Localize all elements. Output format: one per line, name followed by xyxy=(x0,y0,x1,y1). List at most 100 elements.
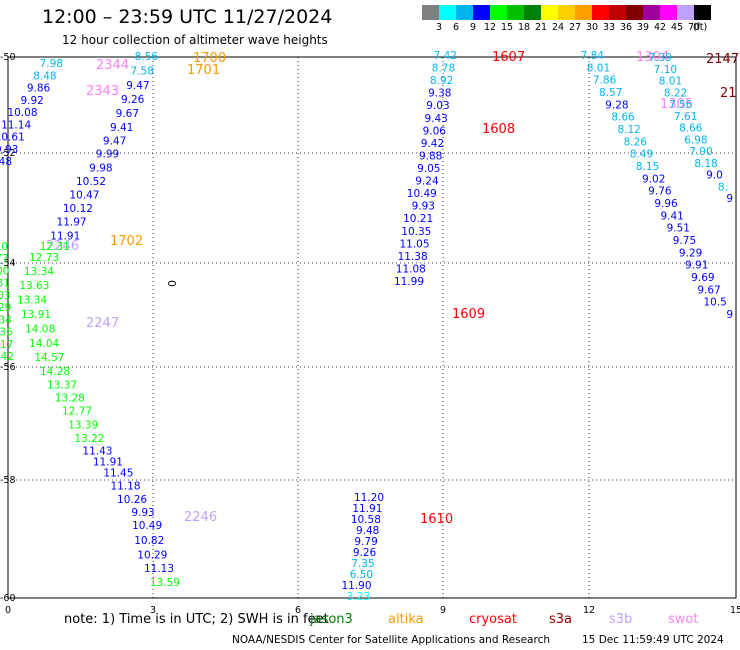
x-tick-label: 15 xyxy=(730,605,740,616)
wave-height-point: 14.34 xyxy=(0,314,12,326)
legend-tick-label: 18 xyxy=(517,22,531,33)
wave-height-point: 7.84 xyxy=(581,50,605,62)
wave-height-point: 8.92 xyxy=(430,75,453,87)
wave-height-point: 9.93 xyxy=(0,144,18,156)
wave-height-point: 14.29 xyxy=(0,302,11,314)
wave-height-point: 8.78 xyxy=(432,63,455,75)
x-tick-label: 9 xyxy=(440,605,446,616)
wave-height-point: 13.34 xyxy=(17,295,47,307)
wave-height-point: 10.52 xyxy=(76,176,106,188)
wave-height-point: 3.23 xyxy=(347,591,370,603)
wave-height-point: 10.08 xyxy=(7,107,37,119)
wave-height-point: 9.28 xyxy=(605,99,628,111)
x-tick-label: 3 xyxy=(150,605,156,616)
legend-swatch xyxy=(456,5,473,20)
legend-swatch xyxy=(677,5,694,20)
wave-height-point: 9.96 xyxy=(654,198,678,210)
legend-tick-label: 15 xyxy=(500,22,514,33)
wave-height-point: 8.66 xyxy=(679,123,703,135)
wave-height-point: 13.59 xyxy=(150,577,180,589)
wave-height-point: 9.98 xyxy=(89,162,112,174)
page-subtitle: 12 hour collection of altimeter wave hei… xyxy=(62,33,328,47)
legend-ticks: 3 6 9 12 15 18 21 24 27 30 33 36 39 42 45 70 (ft) xyxy=(422,20,711,34)
wave-height-point: 13.34 xyxy=(24,266,54,278)
wave-height-point: 9 xyxy=(726,309,733,321)
wave-height-point: 12.77 xyxy=(0,253,9,265)
satellite-label-altika: altika xyxy=(388,612,424,627)
wave-height-point: 13.63 xyxy=(19,280,49,292)
wave-height-point: 13.91 xyxy=(21,309,51,321)
track-label: 1305 xyxy=(660,97,693,112)
wave-height-point: 10.49 xyxy=(132,520,162,532)
wave-height-point: 8.18 xyxy=(694,158,717,170)
legend-swatch xyxy=(439,5,456,20)
wave-height-point: 7.56 xyxy=(669,99,693,111)
wave-height-point: 10.47 xyxy=(69,189,99,201)
track-label: 1609 xyxy=(452,307,485,322)
wave-height-point: 9.88 xyxy=(419,150,442,162)
legend-tick-label: 30 xyxy=(585,22,599,33)
track-label: 2247 xyxy=(86,316,119,331)
footer-credit: NOAA/NESDIS Center for Satellite Applica… xyxy=(232,634,550,646)
legend-swatch xyxy=(507,5,524,20)
legend-swatch xyxy=(609,5,626,20)
wave-height-point: 14.31 xyxy=(0,278,10,290)
wave-height-point: 11.05 xyxy=(399,238,429,250)
legend-tick-label: 36 xyxy=(619,22,633,33)
track-label: 2344 xyxy=(96,58,129,73)
wave-height-point: 8.56 xyxy=(135,51,159,63)
wave-height-point: 11.14 xyxy=(1,119,31,131)
wave-height-point: 9.79 xyxy=(354,536,377,548)
wave-height-point: 11.99 xyxy=(394,276,424,288)
satellite-label-swot: swot xyxy=(668,612,699,627)
wave-height-point: 9.26 xyxy=(121,94,145,106)
wave-height-point: 9.67 xyxy=(116,108,139,120)
wave-height-point: 10.48 xyxy=(0,156,12,168)
wave-height-point: 14.57 xyxy=(34,352,64,364)
wave-height-point: 9 xyxy=(726,193,733,205)
wave-height-point: 8.01 xyxy=(587,62,610,74)
wave-height-point: 9.38 xyxy=(428,88,451,100)
wave-height-point: 9.41 xyxy=(660,210,683,222)
wave-height-point: 9.02 xyxy=(642,173,665,185)
legend-tick-label: 42 xyxy=(653,22,667,33)
wave-height-point: 11.13 xyxy=(144,563,174,575)
legend-tick-label: 9 xyxy=(469,22,477,33)
wave-height-point: 9.0 xyxy=(706,170,723,182)
legend-tick-label: 21 xyxy=(534,22,548,33)
wave-height-point: 6.50 xyxy=(350,569,373,581)
wave-height-point: 11.18 xyxy=(110,481,140,493)
wave-height-point: 9.93 xyxy=(131,507,154,519)
legend-swatch xyxy=(575,5,592,20)
contour-label: 0 xyxy=(165,280,178,287)
wave-height-point: 9.91 xyxy=(685,260,708,272)
legend-swatch xyxy=(524,5,541,20)
wave-height-point: 8.15 xyxy=(636,161,659,173)
wave-height-point: 9.24 xyxy=(415,176,439,188)
wave-height-point: 11.43 xyxy=(82,446,112,458)
wave-height-point: 9.86 xyxy=(27,83,51,95)
wave-height-point: 9.67 xyxy=(697,284,720,296)
legend-tick-label: 24 xyxy=(551,22,565,33)
color-legend: 3 6 9 12 15 18 21 24 27 30 33 36 39 42 45 70 (ft) xyxy=(422,5,711,34)
wave-height-point: 7.58 xyxy=(130,65,153,77)
wave-height-point: 13.10 xyxy=(0,241,8,253)
y-tick-label: -54 xyxy=(0,258,16,269)
legend-tick-label: 12 xyxy=(483,22,497,33)
wave-height-point: 9.51 xyxy=(667,223,690,235)
wave-height-point: 9.06 xyxy=(423,125,447,137)
x-tick-label: 6 xyxy=(295,605,301,616)
legend-swatch xyxy=(558,5,575,20)
wave-height-point: 11.08 xyxy=(396,263,426,275)
wave-height-point: 10.35 xyxy=(401,226,431,238)
wave-height-point: 14.42 xyxy=(0,351,14,363)
legend-swatch xyxy=(422,5,439,20)
y-tick-label: -56 xyxy=(0,362,16,373)
wave-height-point: 7.39 xyxy=(649,52,672,64)
legend-tick-label: (ft) xyxy=(692,22,708,33)
legend-tick-label: 45 xyxy=(670,22,684,33)
wave-height-point: 8.48 xyxy=(33,70,56,82)
wave-height-point: 14.28 xyxy=(40,366,70,378)
wave-height-point: 10.49 xyxy=(407,188,437,200)
wave-height-point: 9.76 xyxy=(648,186,672,198)
